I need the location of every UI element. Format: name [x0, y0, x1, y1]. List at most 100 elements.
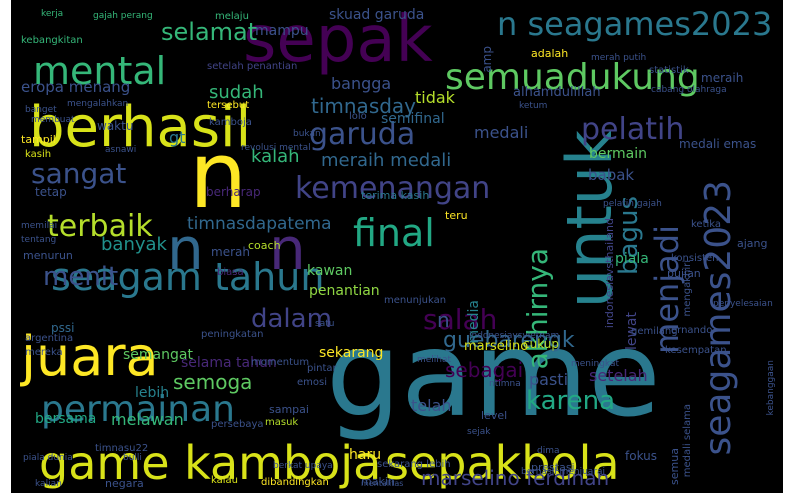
- word: satu: [315, 319, 335, 329]
- word: dima: [537, 446, 560, 456]
- word: kawan: [307, 263, 353, 279]
- word: telah: [411, 396, 452, 415]
- word: kamboja: [209, 117, 252, 128]
- word: sampai: [269, 403, 309, 416]
- word: memilai: [21, 221, 58, 231]
- word: setelah: [589, 366, 648, 385]
- word: guebarengk: [443, 328, 575, 353]
- word: n: [437, 308, 450, 332]
- word: peningkatan: [201, 329, 264, 340]
- word: revolusi mental: [241, 143, 311, 153]
- word: kasih: [25, 149, 52, 160]
- word: amp: [480, 46, 494, 73]
- word: semua: [668, 448, 681, 485]
- word: persebaya: [211, 419, 264, 430]
- word: bukan: [293, 129, 321, 139]
- word: menit: [43, 262, 119, 292]
- word: haru: [349, 447, 382, 463]
- word: pelatih: [581, 112, 685, 147]
- word: game kamboja: [39, 436, 382, 490]
- word: pasti: [529, 370, 569, 389]
- word: berharap: [206, 185, 261, 199]
- word: ernando: [671, 325, 713, 336]
- word: dalam: [251, 304, 332, 334]
- word: salah: [423, 303, 498, 336]
- word: n: [269, 215, 306, 283]
- word: tampil: [21, 133, 56, 146]
- word: kesempatan: [665, 345, 727, 356]
- word: sangat: [31, 157, 127, 190]
- word: penyelesaian: [713, 299, 773, 309]
- word: kemenangan: [295, 171, 491, 206]
- word: banyak: [101, 234, 167, 255]
- word: semifinal: [381, 111, 445, 127]
- word: negara: [105, 477, 144, 490]
- word: waktu: [97, 119, 134, 133]
- word: terima kasih: [361, 189, 430, 202]
- word: dibandingkan: [261, 477, 329, 488]
- word: terbaik: [47, 209, 153, 244]
- word: kebangkitan: [21, 35, 83, 46]
- word: tersebut: [207, 100, 250, 111]
- word: kalian: [35, 479, 62, 489]
- word: bulli: [123, 453, 142, 463]
- word: sebagai: [445, 358, 524, 382]
- word: semoga: [173, 370, 253, 394]
- word: gemilang: [631, 326, 678, 337]
- word: pssi: [51, 321, 75, 335]
- word: mengalahkan: [67, 99, 129, 109]
- word: medali emas: [679, 137, 757, 151]
- word: piala: [615, 251, 649, 267]
- word: ketika: [691, 219, 722, 230]
- word: asnawi: [105, 145, 137, 155]
- word: coach: [248, 239, 281, 252]
- word: cukup: [523, 337, 560, 351]
- word: berhasil menjuarai: [521, 467, 606, 477]
- word: medali selama: [682, 404, 693, 478]
- word: makin: [361, 475, 395, 488]
- word: ketum: [519, 101, 548, 111]
- word: bangga: [331, 74, 392, 93]
- word: n: [167, 215, 204, 283]
- word: pelatih gajah: [603, 199, 662, 209]
- word: gajah perang: [93, 11, 153, 21]
- word-cloud: game n sepak n n untuk berhasil game kam…: [11, 0, 783, 493]
- word: kalau: [211, 475, 238, 486]
- word: timnasu22: [95, 443, 149, 454]
- word: bersama: [35, 411, 97, 427]
- word: melawan: [111, 410, 184, 429]
- word: merah: [211, 245, 250, 259]
- word: timnasdapatema: [187, 214, 332, 234]
- word: sepakbola: [385, 436, 620, 490]
- word: indonesiavsvietnam: [469, 331, 560, 341]
- word: meraih: [701, 71, 744, 85]
- word: tentang: [21, 235, 57, 245]
- word: timnasday: [311, 94, 417, 118]
- word: pintar: [307, 363, 337, 374]
- word: melaju: [215, 11, 249, 22]
- word: meraih medali: [321, 150, 452, 171]
- word: momentum: [251, 357, 310, 368]
- word: prestasi: [531, 461, 575, 474]
- word: melihat: [417, 355, 452, 365]
- word: mereka: [25, 347, 63, 358]
- word: selama tahun: [181, 355, 277, 371]
- word: karena: [526, 386, 616, 416]
- word: mentalitas: [361, 479, 404, 488]
- word: mampu: [255, 23, 309, 39]
- word: final: [353, 211, 435, 255]
- word: permainan: [41, 389, 235, 430]
- word: eropa menang: [21, 78, 131, 96]
- word: semuadukung: [445, 57, 700, 98]
- word: sejak: [467, 427, 491, 437]
- word: selamat: [161, 18, 258, 46]
- word: ntimna: [489, 379, 521, 389]
- word: piala dunia: [23, 453, 73, 463]
- word: tidak: [415, 88, 455, 107]
- word: setelah penantian: [207, 61, 298, 72]
- word: lolo: [349, 111, 367, 122]
- word: banget: [25, 105, 57, 115]
- word: sekarang lebih: [377, 459, 451, 470]
- word: berhasil: [29, 95, 252, 160]
- word: level: [481, 409, 508, 422]
